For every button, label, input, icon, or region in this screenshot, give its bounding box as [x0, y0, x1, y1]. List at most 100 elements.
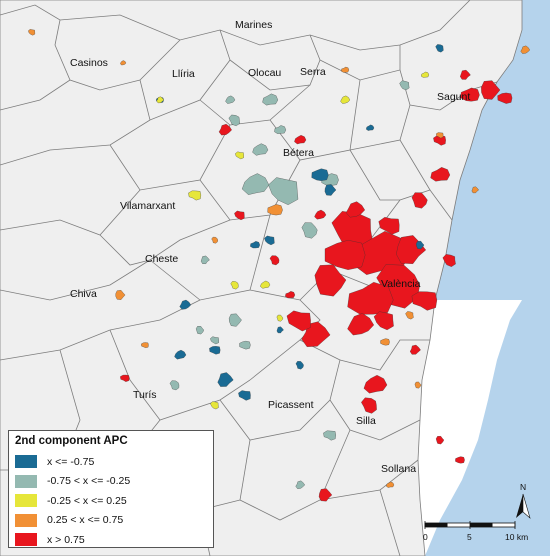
- apc-patch: [341, 66, 350, 73]
- apc-patch: [174, 349, 187, 360]
- apc-patch: [460, 87, 480, 102]
- legend-title: 2nd component APC: [15, 435, 128, 447]
- legend-label: 0.25 < x <= 0.75: [47, 514, 124, 527]
- place-label-vilamarxant: Vilamarxant: [120, 200, 175, 212]
- apc-patch: [276, 314, 284, 322]
- apc-patch: [241, 173, 270, 195]
- apc-patch: [141, 342, 149, 348]
- place-label-serra: Serra: [300, 66, 326, 78]
- apc-patch: [295, 480, 305, 489]
- apc-patch: [318, 488, 333, 502]
- apc-patch: [366, 124, 375, 131]
- apc-patch: [250, 241, 260, 249]
- apc-patch: [295, 361, 304, 370]
- north-arrow: N: [516, 482, 531, 519]
- apc-patch: [211, 236, 218, 244]
- apc-patch: [460, 69, 471, 80]
- apc-patch: [276, 326, 284, 334]
- legend: 2nd component APC x <= -0.75 -0.75 < x <…: [8, 430, 214, 548]
- legend-item: x <= -0.75: [15, 452, 207, 472]
- apc-patch: [430, 167, 451, 182]
- apc-patch: [200, 255, 210, 264]
- apc-patch: [324, 184, 337, 196]
- apc-patch: [436, 132, 444, 139]
- municipal-borders: [0, 0, 498, 556]
- sea: [425, 0, 550, 556]
- apc-patch: [405, 311, 414, 320]
- apc-patch: [262, 93, 279, 106]
- apc-patch: [314, 209, 327, 220]
- legend-swatch: [15, 474, 37, 488]
- apc-patch: [238, 390, 251, 401]
- apc-patch: [345, 201, 365, 218]
- scale-tick-0: 0: [423, 532, 428, 542]
- apc-patch: [455, 456, 465, 464]
- apc-patch: [169, 380, 180, 391]
- apc-patch: [411, 192, 428, 209]
- place-label-lliria: Llíria: [172, 68, 195, 80]
- place-label-turis: Turís: [133, 389, 157, 401]
- apc-patch: [386, 481, 395, 488]
- apc-patch: [228, 114, 240, 127]
- place-labels: Marines Casinos Llíria Olocau Serra Sagu…: [70, 19, 470, 475]
- place-label-sollana: Sollana: [381, 463, 416, 475]
- apc-patch: [324, 240, 366, 270]
- place-label-sagunt: Sagunt: [437, 91, 470, 103]
- apc-patch: [414, 381, 422, 389]
- apc-patch: [252, 143, 269, 156]
- legend-swatch: [15, 455, 37, 469]
- apc-patch: [301, 222, 318, 239]
- legend-swatch: [15, 513, 37, 527]
- legend-label: x <= -0.75: [47, 455, 95, 468]
- place-label-silla: Silla: [356, 415, 376, 427]
- apc-patch: [269, 255, 280, 266]
- apc-patch: [225, 95, 236, 104]
- legend-item: -0.25 < x <= 0.25: [15, 491, 207, 511]
- apc-patch: [347, 313, 374, 336]
- place-label-betera: Bétera: [283, 147, 314, 159]
- apc-patch: [264, 235, 275, 246]
- apc-patch: [228, 313, 242, 327]
- apc-patch: [378, 217, 400, 235]
- apc-patch: [380, 338, 390, 346]
- apc-patch: [230, 281, 239, 290]
- apc-patch: [416, 240, 425, 250]
- apc-patch: [520, 45, 530, 54]
- apc-patch: [156, 96, 165, 104]
- apc-patch: [471, 186, 479, 194]
- legend-label: -0.25 < x <= 0.25: [47, 494, 127, 507]
- apc-patch: [234, 210, 245, 221]
- apc-patch: [442, 254, 456, 267]
- legend-item: -0.75 < x <= -0.25: [15, 472, 207, 492]
- apc-patch: [209, 346, 221, 355]
- apc-patch: [409, 344, 421, 355]
- apc-patch: [361, 397, 377, 414]
- apc-patch: [373, 311, 394, 331]
- place-label-olocau: Olocau: [248, 67, 281, 79]
- apc-patch: [314, 264, 347, 297]
- legend-swatch: [15, 533, 37, 547]
- scale-tick-5: 5: [467, 532, 472, 542]
- apc-patch: [421, 71, 430, 78]
- legend-swatch: [15, 494, 37, 508]
- north-arrow-label: N: [520, 482, 526, 492]
- apc-patch: [268, 177, 299, 205]
- apc-patch: [120, 374, 130, 382]
- apc-patch: [217, 372, 234, 387]
- apc-patch: [481, 80, 501, 100]
- apc-patch: [28, 29, 36, 36]
- apc-patch: [235, 151, 244, 160]
- apc-patch: [311, 168, 329, 181]
- apc-patches: [28, 29, 530, 502]
- apc-patch: [210, 336, 219, 345]
- apc-patch: [399, 80, 410, 91]
- apc-patch: [285, 291, 296, 299]
- apc-patch: [179, 299, 191, 310]
- place-label-picassent: Picassent: [268, 399, 314, 411]
- apc-patch: [323, 430, 336, 441]
- apc-patch: [218, 123, 232, 136]
- apc-patch: [195, 326, 204, 335]
- apc-patch: [120, 60, 127, 66]
- apc-patch: [274, 125, 287, 134]
